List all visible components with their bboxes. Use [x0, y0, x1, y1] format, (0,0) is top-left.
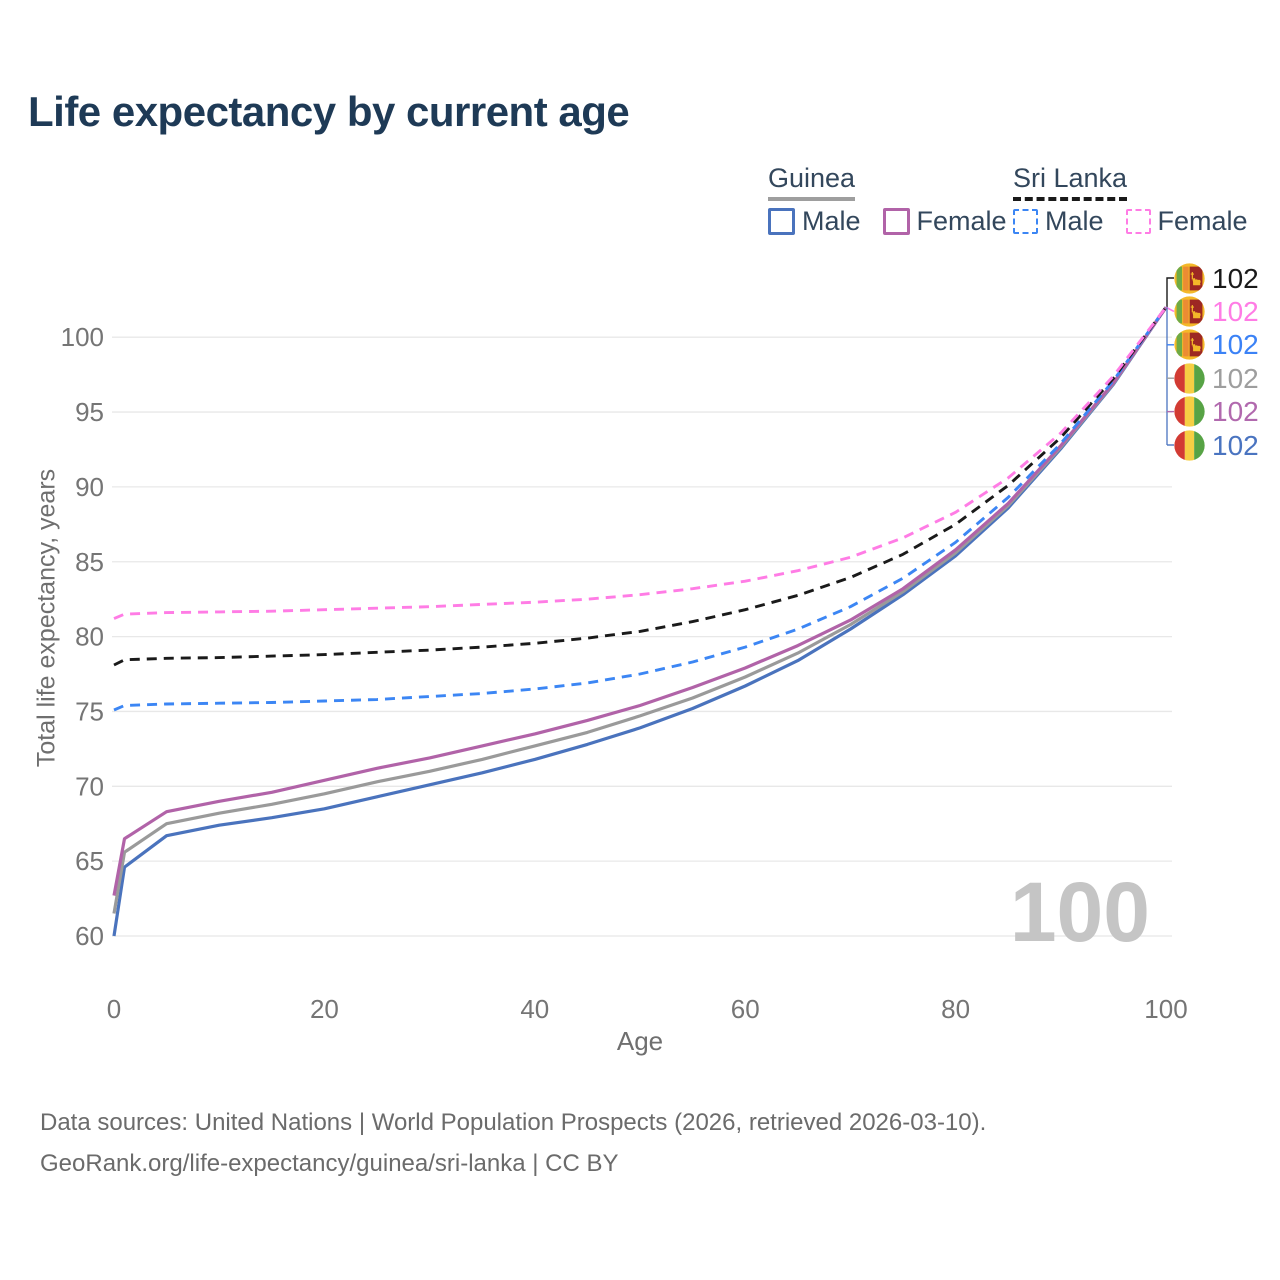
guinea-male-line [112, 306, 1168, 937]
x-tick-label: 80 [941, 994, 970, 1024]
y-tick-label: 65 [75, 846, 104, 876]
guinea-female-line [112, 306, 1168, 896]
x-tick-label: 0 [107, 994, 121, 1024]
leader-line [1166, 277, 1174, 308]
end-label-guinea-male: 102 [1174, 430, 1259, 461]
x-tick-label: 60 [731, 994, 760, 1024]
end-label-sri-lanka-male: 102 [1174, 329, 1259, 360]
y-axis-title: Total life expectancy, years [32, 468, 61, 768]
legend-item-guinea-male[interactable]: Male [768, 206, 861, 237]
y-tick-label: 100 [61, 322, 104, 352]
end-value: 102 [1212, 362, 1259, 394]
end-label-sri-lanka-female: 102 [1174, 296, 1259, 327]
guinea-total-line [112, 306, 1168, 914]
sri-lanka-male-swatch-icon [1013, 209, 1038, 234]
y-tick-label: 95 [75, 397, 104, 427]
end-label-sri-lanka-total: 102 [1174, 263, 1259, 294]
end-label-guinea-female: 102 [1174, 396, 1259, 427]
x-tick-label: 40 [520, 994, 549, 1024]
sri-lanka-female-line [113, 306, 1168, 620]
legend-item-label: Female [1157, 206, 1248, 236]
legend-country-guinea[interactable]: Guinea [768, 163, 856, 201]
y-tick-label: 80 [75, 622, 104, 652]
y-tick-label: 90 [75, 472, 104, 502]
end-value: 102 [1212, 429, 1259, 461]
sri-lanka-flag-icon [1174, 296, 1205, 327]
end-value: 102 [1212, 295, 1259, 327]
legend-item-label: Male [802, 206, 861, 236]
legend-item-label: Male [1045, 206, 1104, 236]
end-value: 102 [1212, 329, 1259, 361]
legend-item-sri-lanka-female[interactable]: Female [1125, 206, 1248, 237]
x-axis-title: Age [616, 1026, 664, 1056]
footer: Data sources: United Nations | World Pop… [40, 1102, 986, 1184]
end-value: 102 [1212, 262, 1259, 294]
x-tick-label: 20 [310, 994, 339, 1024]
legend-item-guinea-female[interactable]: Female [882, 206, 1007, 237]
y-tick-label: 70 [75, 771, 104, 801]
legend-item-label: Female [916, 206, 1007, 236]
sri-lanka-flag-icon [1174, 262, 1205, 294]
legend-item-sri-lanka-male[interactable]: Male [1013, 206, 1104, 237]
x-tick-label: 100 [1144, 994, 1187, 1024]
guinea-male-swatch-icon [768, 208, 795, 235]
sri-lanka-female-swatch-icon [1125, 209, 1151, 234]
guinea-female-swatch-icon [882, 208, 910, 235]
sri-lanka-flag-icon [1174, 329, 1205, 360]
y-tick-label: 60 [75, 921, 104, 951]
y-tick-label: 75 [75, 696, 104, 726]
end-label-guinea-total: 102 [1174, 363, 1259, 394]
guinea-flag-icon [1174, 363, 1205, 394]
sri-lanka-male-line [113, 306, 1168, 712]
legend-country-sri-lanka[interactable]: Sri Lanka [1013, 163, 1128, 201]
end-value: 102 [1212, 396, 1259, 428]
page-title: Life expectancy by current age [28, 88, 630, 135]
y-tick-label: 85 [75, 547, 104, 577]
legend-group-sri-lanka: Sri Lanka Male Female [1013, 163, 1248, 236]
current-age-watermark: 100 [1009, 865, 1150, 959]
sri-lanka-total-line [113, 306, 1168, 667]
guinea-flag-icon [1174, 429, 1205, 461]
data-sources-line: Data sources: United Nations | World Pop… [40, 1109, 987, 1136]
guinea-flag-icon [1174, 396, 1205, 427]
attribution-line: GeoRank.org/life-expectancy/guinea/sri-l… [40, 1150, 619, 1177]
legend-group-guinea: Guinea Male Female [768, 163, 1007, 236]
